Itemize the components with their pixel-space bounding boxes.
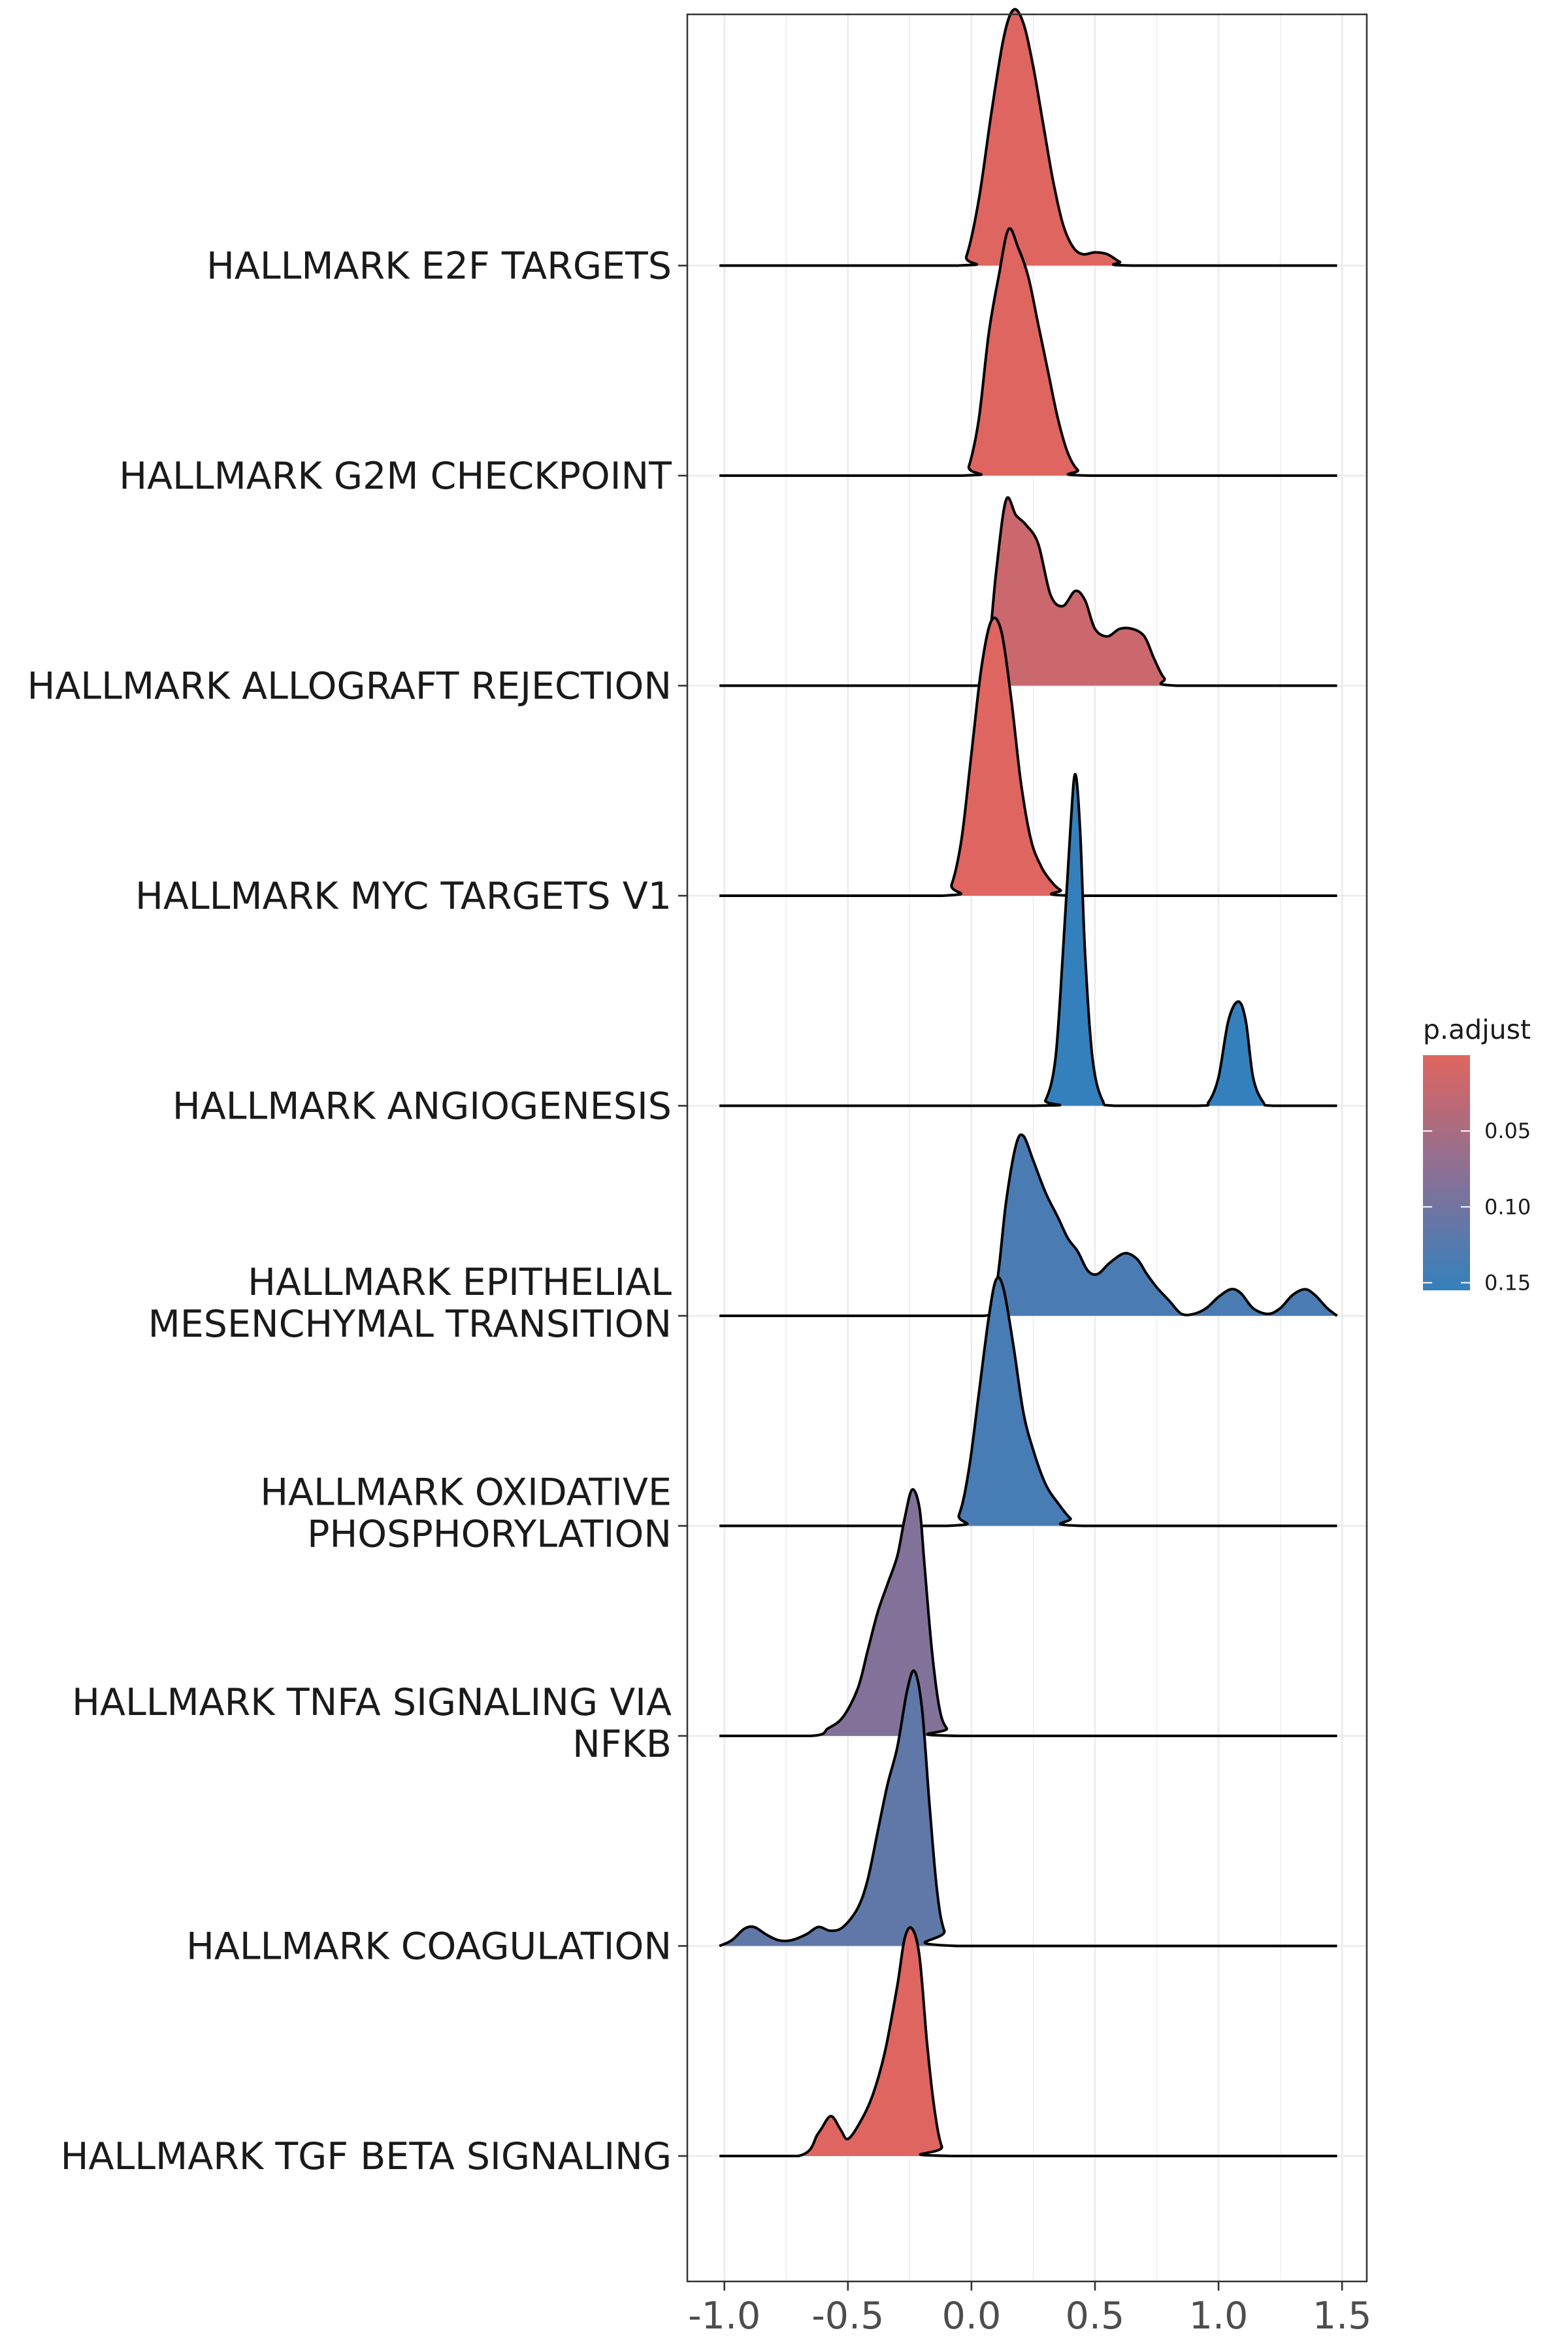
ridge-layer: [719, 8, 1338, 2158]
x-tick-label: -1.0: [688, 2295, 760, 2338]
ridge-outline: [719, 1276, 1337, 1527]
ridge-fill: [719, 617, 1337, 896]
x-tick-label: 0.5: [1066, 2295, 1125, 2338]
ridge-fill: [719, 497, 1337, 686]
y-category-label-line: MESENCHYMAL TRANSITION: [148, 1303, 672, 1346]
ridge-outline: [719, 773, 1337, 1107]
y-category-label-line: HALLMARK ANGIOGENESIS: [172, 1085, 672, 1128]
ridge-hallmark-tgf-beta-signaling: [719, 1926, 1337, 2158]
y-category-label-line: HALLMARK MYC TARGETS V1: [135, 875, 672, 918]
ridge-fill: [719, 1927, 1337, 2156]
y-axis: HALLMARK TGF BETA SIGNALING HALLMARK COAG…: [27, 245, 687, 2178]
legend-tick-label: 0.10: [1484, 1194, 1531, 1219]
ridge-outline: [719, 1488, 1337, 1738]
y-category-label-line: HALLMARK TGF BETA SIGNALING: [61, 2135, 672, 2178]
ridge-hallmark-angiogenesis: [719, 773, 1337, 1107]
ridge-fill: [719, 1277, 1337, 1526]
y-category-label-line: NFKB: [572, 1723, 672, 1766]
y-category-label-line: HALLMARK ALLOGRAFT REJECTION: [27, 665, 672, 708]
legend-tick-label: 0.05: [1484, 1119, 1531, 1143]
x-tick-label: 1.5: [1313, 2295, 1372, 2338]
ridge-outline: [719, 8, 1337, 267]
panel-border: [686, 13, 1368, 2283]
y-category-label: HALLMARK MYC TARGETS V1: [135, 875, 672, 918]
ridge-hallmark-coagulation: [719, 1669, 1337, 1948]
ridge-hallmark-epithelial-mesenchymal-transition: [719, 1133, 1338, 1318]
ridge-fill: [719, 1489, 1337, 1736]
x-tick-label: 1.0: [1189, 2295, 1249, 2338]
y-category-label-line: HALLMARK E2F TARGETS: [206, 245, 672, 288]
ridge-hallmark-myc-targets-v1: [719, 616, 1337, 898]
legend-ticks: 0.05 0.10 0.15: [1423, 1119, 1531, 1295]
ridge-hallmark-oxidative-phosphorylation: [719, 1276, 1337, 1527]
ridge-hallmark-g2m-checkpoint: [719, 227, 1337, 478]
y-category-label-line: PHOSPHORYLATION: [307, 1513, 672, 1556]
ridge-hallmark-e2f-targets: [719, 8, 1337, 267]
y-category-label: HALLMARK COAGULATION: [186, 1925, 672, 1968]
ridge-outline: [719, 227, 1337, 478]
ridge-fill: [719, 228, 1337, 476]
y-category-label: HALLMARK ALLOGRAFT REJECTION: [27, 665, 672, 708]
color-legend: p.adjust 0.05 0.10 0.15: [1423, 1014, 1531, 1295]
ridge-fill: [719, 1134, 1337, 1316]
x-tick-label: -0.5: [811, 2295, 884, 2338]
y-category-label-line: HALLMARK EPITHELIAL: [248, 1261, 672, 1304]
y-category-label: HALLMARK EPITHELIAL MESENCHYMAL TRANSITIO…: [148, 1261, 672, 1346]
ridge-outline: [719, 616, 1337, 898]
y-category-label-line: HALLMARK OXIDATIVE: [260, 1471, 672, 1514]
y-category-label-line: HALLMARK TNFA SIGNALING VIA: [72, 1681, 672, 1724]
ridge-hallmark-tnfa-signaling-via-nfkb: [719, 1488, 1337, 1738]
y-category-label-line: HALLMARK G2M CHECKPOINT: [119, 455, 672, 498]
legend-colorbar: [1423, 1055, 1470, 1290]
ridge-outline: [719, 1669, 1337, 1948]
ridge-outline: [719, 1133, 1338, 1318]
y-category-label-line: HALLMARK COAGULATION: [186, 1925, 672, 1968]
y-category-label: HALLMARK TNFA SIGNALING VIA NFKB: [72, 1681, 672, 1766]
y-category-label: HALLMARK E2F TARGETS: [206, 245, 672, 288]
y-category-label: HALLMARK OXIDATIVE PHOSPHORYLATION: [260, 1471, 672, 1556]
ridge-fill: [719, 1671, 1337, 1946]
legend-title: p.adjust: [1423, 1014, 1531, 1045]
x-tick-label: 0.0: [942, 2295, 1002, 2338]
x-axis: -1.0 -0.5 0.0 0.5 1.0 1.5: [688, 2281, 1372, 2338]
legend-tick-label: 0.15: [1484, 1270, 1531, 1295]
ridge-fill: [719, 9, 1337, 266]
y-category-label: HALLMARK TGF BETA SIGNALING: [61, 2135, 672, 2178]
ridge-outline: [719, 1926, 1337, 2158]
y-category-label: HALLMARK ANGIOGENESIS: [172, 1085, 672, 1128]
y-category-label: HALLMARK G2M CHECKPOINT: [119, 455, 672, 498]
